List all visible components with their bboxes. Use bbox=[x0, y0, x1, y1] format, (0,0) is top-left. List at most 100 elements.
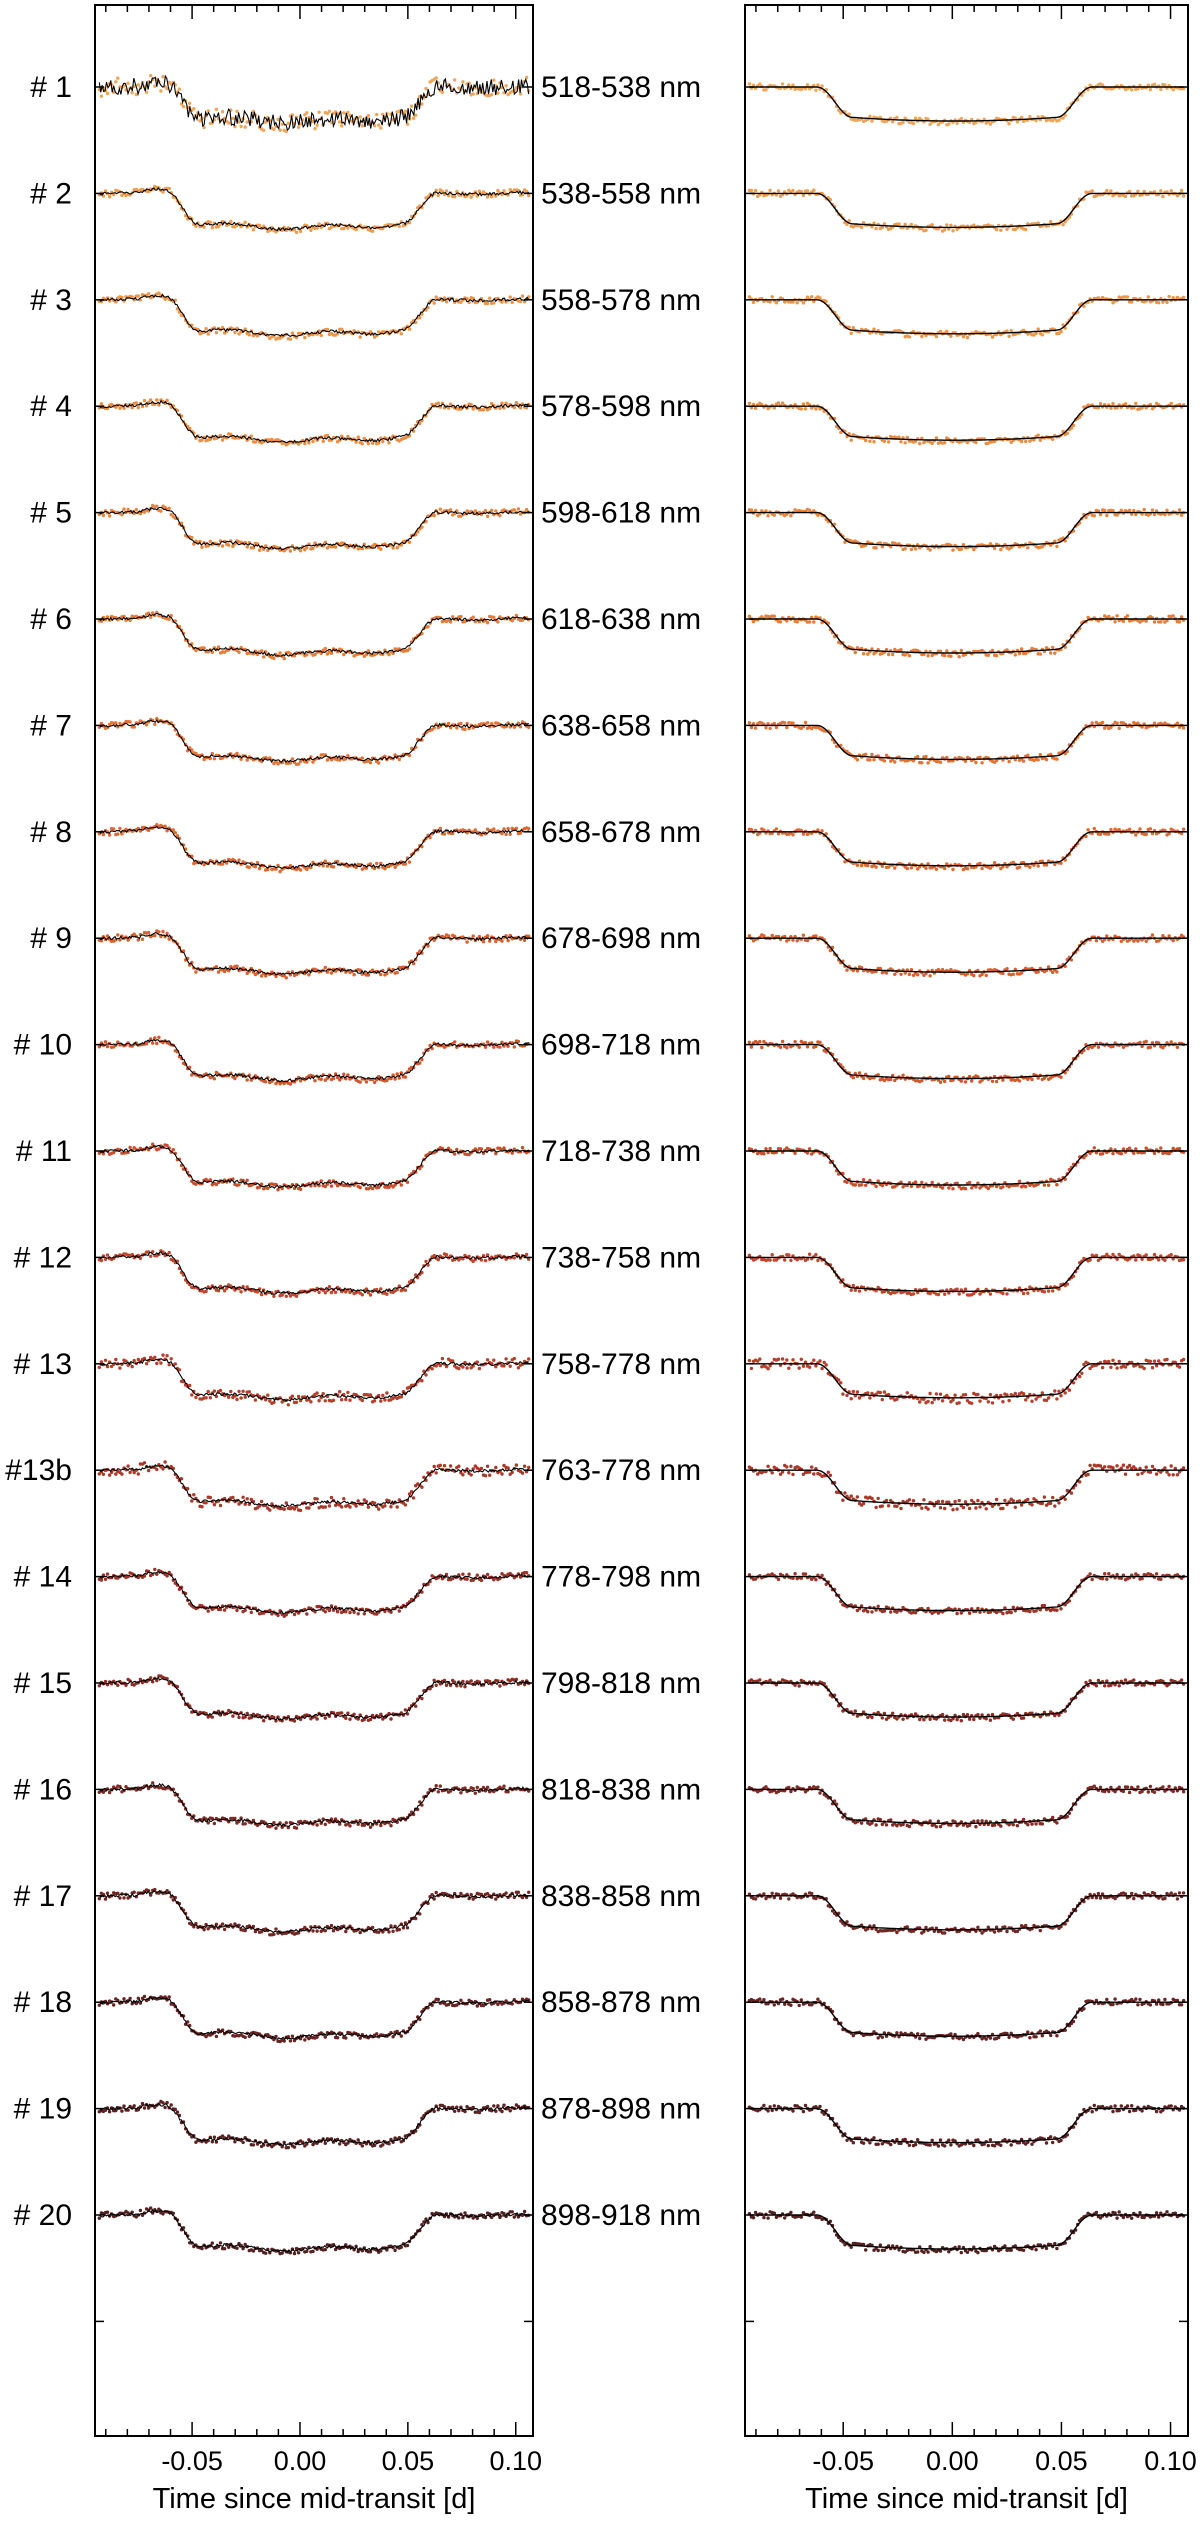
data-point bbox=[434, 295, 438, 299]
data-point bbox=[107, 833, 112, 837]
data-point bbox=[325, 327, 330, 332]
data-point bbox=[173, 1362, 177, 1366]
data-point bbox=[446, 406, 451, 410]
data-points-series-3 bbox=[747, 294, 1186, 340]
data-point bbox=[385, 1078, 389, 1083]
data-point bbox=[105, 615, 110, 619]
data-point bbox=[913, 116, 918, 120]
data-point bbox=[490, 508, 494, 512]
data-point bbox=[220, 1922, 225, 1926]
data-point bbox=[292, 1612, 297, 1617]
data-point bbox=[399, 2034, 403, 2038]
data-point bbox=[496, 620, 500, 624]
data-point bbox=[120, 1472, 124, 1476]
data-point bbox=[276, 117, 280, 122]
data-point bbox=[506, 826, 510, 831]
data-point bbox=[492, 1358, 496, 1362]
data-point bbox=[142, 1994, 147, 1999]
data-point bbox=[440, 90, 445, 94]
data-point bbox=[488, 296, 492, 300]
data-point bbox=[420, 1057, 424, 1062]
data-point bbox=[780, 82, 785, 86]
data-point bbox=[512, 508, 516, 512]
data-point bbox=[393, 2248, 397, 2253]
data-point bbox=[403, 862, 408, 866]
data-point bbox=[368, 862, 373, 866]
data-point bbox=[243, 2035, 247, 2040]
data-point bbox=[165, 1354, 169, 1358]
data-point bbox=[481, 408, 486, 412]
data-point bbox=[358, 968, 362, 972]
data-point bbox=[243, 1822, 247, 1826]
data-point bbox=[305, 1612, 309, 1616]
data-point bbox=[1105, 188, 1109, 193]
data-point bbox=[290, 1394, 295, 1398]
data-point bbox=[469, 1893, 473, 1897]
data-point bbox=[122, 2104, 126, 2108]
data-point bbox=[190, 535, 194, 540]
data-point bbox=[307, 1506, 311, 1510]
data-point bbox=[286, 121, 290, 125]
data-point bbox=[469, 1473, 473, 1477]
data-point bbox=[284, 1294, 288, 1299]
data-point bbox=[315, 1497, 319, 1501]
data-point bbox=[453, 195, 457, 199]
data-point bbox=[99, 402, 104, 406]
data-point bbox=[403, 1288, 408, 1292]
data-point bbox=[130, 295, 134, 299]
x-axis-title: Time since mid-transit [d] bbox=[153, 2483, 476, 2515]
data-point bbox=[280, 1186, 284, 1191]
data-point bbox=[208, 1178, 212, 1182]
data-point bbox=[122, 507, 126, 511]
data-point bbox=[397, 224, 401, 229]
data-point bbox=[253, 865, 258, 869]
data-point bbox=[342, 1072, 346, 1076]
data-point bbox=[155, 398, 159, 402]
data-point bbox=[500, 1472, 504, 1476]
data-point bbox=[107, 2110, 112, 2114]
data-point bbox=[325, 433, 330, 438]
data-point bbox=[204, 1289, 208, 1294]
data-point bbox=[105, 1253, 110, 1257]
data-point bbox=[510, 2210, 514, 2214]
data-point bbox=[276, 1188, 280, 1192]
data-point bbox=[216, 224, 221, 229]
data-point bbox=[870, 119, 874, 123]
data-point bbox=[288, 337, 293, 341]
data-point bbox=[344, 1397, 348, 1402]
data-point bbox=[383, 1504, 387, 1508]
data-point bbox=[116, 832, 120, 836]
row-label-2: 538-558 nm bbox=[541, 177, 701, 210]
data-point bbox=[165, 87, 169, 91]
data-point bbox=[481, 940, 486, 944]
data-point bbox=[116, 76, 120, 80]
data-point bbox=[483, 1474, 488, 1478]
data-point bbox=[438, 1363, 442, 1368]
data-point bbox=[377, 1074, 381, 1079]
data-point bbox=[442, 1464, 447, 1468]
data-point bbox=[424, 86, 428, 91]
data-point bbox=[329, 1290, 334, 1295]
row-label-14: #13b bbox=[5, 1454, 72, 1487]
data-point bbox=[132, 725, 136, 729]
data-point bbox=[218, 1503, 223, 1508]
data-point bbox=[169, 613, 173, 618]
data-point bbox=[136, 294, 140, 298]
data-point bbox=[161, 75, 165, 79]
data-point bbox=[436, 1997, 440, 2002]
data-point bbox=[296, 2251, 301, 2255]
data-point bbox=[465, 1577, 469, 1581]
data-point bbox=[313, 126, 317, 131]
data-point bbox=[485, 1040, 490, 1044]
data-point bbox=[130, 1364, 134, 1369]
data-point bbox=[151, 611, 155, 615]
data-point bbox=[479, 833, 484, 837]
data-point bbox=[134, 92, 138, 97]
data-point bbox=[424, 1259, 428, 1264]
data-point bbox=[192, 542, 196, 546]
data-point bbox=[307, 973, 311, 977]
data-point bbox=[153, 722, 157, 726]
data-point bbox=[485, 621, 490, 625]
data-point bbox=[787, 83, 791, 87]
